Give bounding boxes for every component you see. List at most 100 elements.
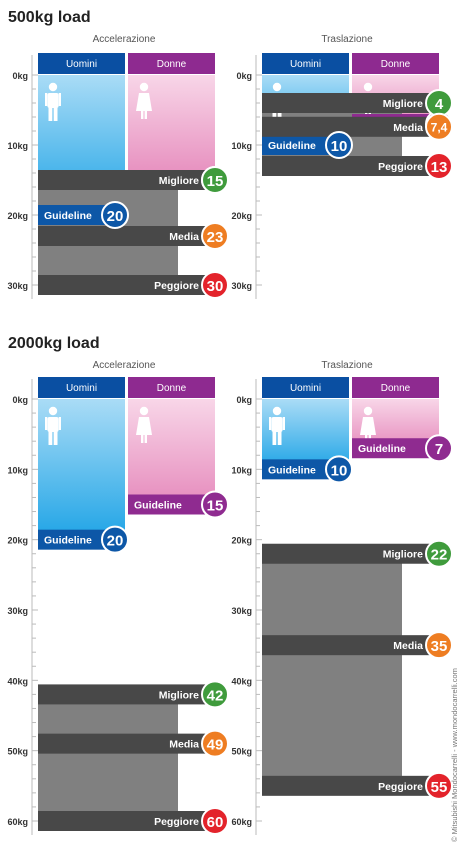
- svg-text:Media: Media: [169, 231, 199, 243]
- svg-text:Guideline: Guideline: [134, 500, 182, 512]
- guideline-uomini-bar: Guideline: [38, 529, 115, 550]
- svg-text:30: 30: [207, 278, 224, 295]
- credit-text: © Mitsubishi Mondocarrelli - www.mondoca…: [450, 668, 459, 842]
- chart-title: Traslazione: [321, 34, 373, 45]
- header-donne-label: Donne: [157, 383, 187, 394]
- svg-text:35: 35: [431, 638, 448, 655]
- bar-peggiore: Peggiore: [38, 811, 215, 831]
- svg-text:20: 20: [107, 208, 124, 225]
- y-tick-label: 20kg: [7, 211, 28, 221]
- badge-peggiore: 30: [201, 271, 229, 299]
- header-uomini: [262, 53, 349, 74]
- badge-media: 49: [201, 729, 229, 758]
- chart-title: Accelerazione: [93, 34, 156, 45]
- y-tick-label: 50kg: [7, 747, 28, 757]
- badge-migliore: 22: [425, 539, 453, 568]
- svg-text:23: 23: [207, 229, 224, 246]
- bar-peggiore: Peggiore: [262, 775, 439, 796]
- svg-text:Migliore: Migliore: [383, 98, 423, 110]
- badge-guideline-uomini: 10: [325, 131, 353, 159]
- svg-text:4: 4: [435, 96, 444, 113]
- chart-panel-2: Traslazione 0kg 10kg 20kg 30kg Uomini Donne Gui…: [231, 34, 453, 299]
- header-donne-label: Donne: [157, 59, 187, 70]
- header-uomini-label: Uomini: [290, 59, 321, 70]
- y-tick-label: 40kg: [231, 676, 252, 686]
- badge-peggiore: 60: [201, 807, 229, 835]
- svg-text:Migliore: Migliore: [383, 549, 423, 561]
- svg-text:Guideline: Guideline: [44, 535, 92, 547]
- svg-text:42: 42: [207, 687, 224, 704]
- header-uomini: [38, 377, 125, 398]
- y-tick-label: 0kg: [236, 71, 252, 81]
- man-icon: [269, 406, 285, 445]
- bar-migliore: Migliore: [262, 93, 439, 113]
- y-tick-label: 30kg: [7, 281, 28, 291]
- svg-text:Peggiore: Peggiore: [378, 161, 423, 173]
- guideline-donne-bar: Guideline: [128, 494, 215, 515]
- badge-guideline-donne: 15: [201, 490, 229, 519]
- badge-peggiore: 55: [425, 771, 453, 800]
- header-donne-label: Donne: [381, 383, 411, 394]
- badge-migliore: 4: [425, 89, 453, 117]
- svg-text:7: 7: [435, 441, 443, 458]
- bar-peggiore: Peggiore: [38, 275, 215, 295]
- badge-peggiore: 13: [425, 152, 453, 180]
- y-tick-label: 20kg: [231, 211, 252, 221]
- zone-donne: [128, 399, 215, 505]
- badge-migliore: 42: [201, 680, 229, 709]
- section-title-2000: 2000kg load: [8, 335, 100, 352]
- bar-migliore: Migliore: [38, 170, 215, 190]
- bar-media: Media: [262, 635, 439, 656]
- svg-text:Peggiore: Peggiore: [154, 816, 199, 828]
- chart-panel-4: Traslazione 0kg 10kg 20kg 30kg 40kg 50kg 60kg Uo…: [231, 360, 453, 835]
- y-tick-label: 60kg: [231, 817, 252, 827]
- badge-guideline-uomini: 10: [325, 455, 353, 484]
- svg-text:10: 10: [331, 462, 348, 479]
- y-tick-label: 0kg: [12, 71, 28, 81]
- chart-panel-1: Accelerazione 0kg 10kg 20kg 30kg Uomini Donne G…: [7, 34, 229, 299]
- header-uomini-label: Uomini: [66, 59, 97, 70]
- range-fill: [262, 553, 402, 786]
- svg-text:Migliore: Migliore: [159, 689, 199, 701]
- bar-media: Media: [38, 733, 215, 754]
- svg-text:Migliore: Migliore: [159, 175, 199, 187]
- header-uomini-label: Uomini: [290, 383, 321, 394]
- header-donne-label: Donne: [381, 59, 411, 70]
- header-donne: [128, 377, 215, 398]
- header-uomini-label: Uomini: [66, 383, 97, 394]
- svg-text:Peggiore: Peggiore: [154, 280, 199, 292]
- svg-text:10: 10: [331, 138, 348, 155]
- woman-icon: [136, 406, 152, 443]
- bar-media: Media: [38, 226, 215, 246]
- woman-icon: [136, 82, 152, 119]
- y-tick-label: 20kg: [7, 536, 28, 546]
- guideline-donne-bar: Guideline: [352, 438, 439, 459]
- y-tick-label: 0kg: [236, 395, 252, 405]
- badge-media: 23: [201, 222, 229, 250]
- y-tick-label: 30kg: [7, 606, 28, 616]
- svg-text:Media: Media: [393, 122, 423, 134]
- y-tick-label: 20kg: [231, 536, 252, 546]
- chart-title: Accelerazione: [93, 360, 156, 371]
- y-tick-label: 0kg: [12, 395, 28, 405]
- y-tick-label: 10kg: [231, 465, 252, 475]
- bar-media: Media: [262, 116, 439, 137]
- svg-text:13: 13: [431, 159, 448, 176]
- header-uomini: [38, 53, 125, 74]
- chart-title: Traslazione: [321, 360, 373, 371]
- badge-guideline-uomini: 20: [101, 201, 129, 229]
- y-tick-label: 30kg: [231, 606, 252, 616]
- header-donne: [128, 53, 215, 74]
- svg-text:60: 60: [207, 814, 224, 831]
- y-tick-label: 10kg: [7, 141, 28, 151]
- svg-text:Media: Media: [169, 739, 199, 751]
- section-title-500: 500kg load: [8, 9, 91, 26]
- svg-text:Guideline: Guideline: [358, 443, 406, 455]
- y-tick-label: 50kg: [231, 747, 252, 757]
- man-icon: [45, 82, 61, 121]
- y-tick-label: 10kg: [7, 465, 28, 475]
- badge-media: 35: [425, 631, 453, 660]
- bar-peggiore: Peggiore: [262, 156, 439, 176]
- svg-text:15: 15: [207, 498, 224, 515]
